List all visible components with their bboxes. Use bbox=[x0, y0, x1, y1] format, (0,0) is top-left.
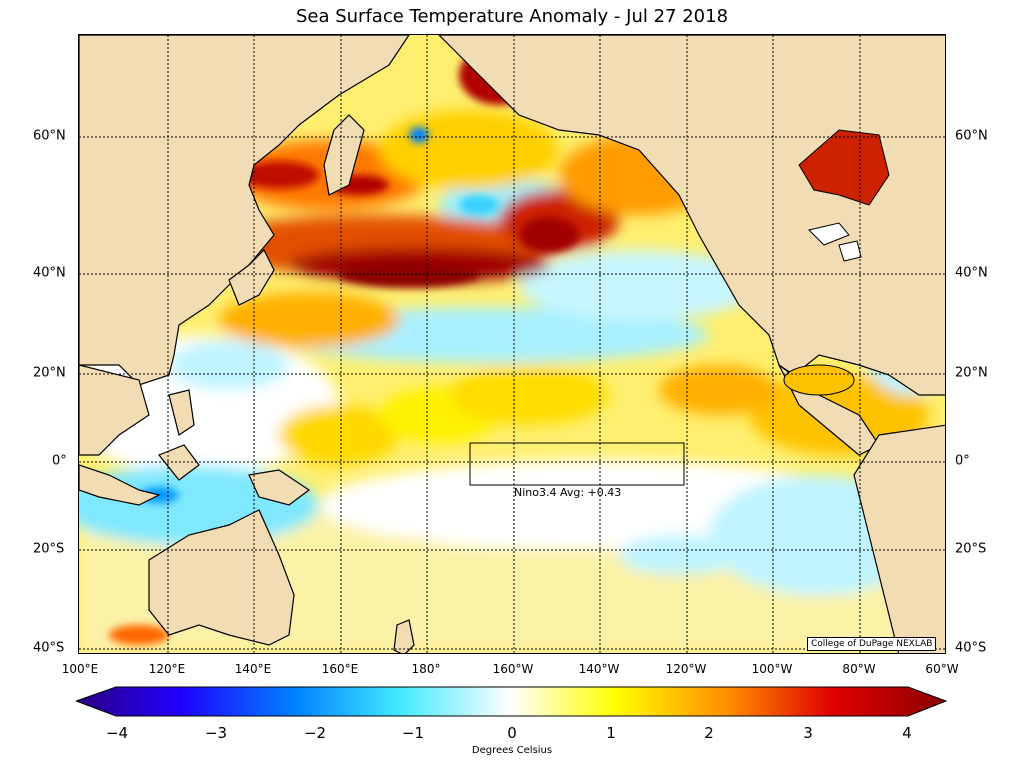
colorbar bbox=[76, 686, 948, 717]
landmass-australia bbox=[148, 509, 295, 646]
landmass-asia bbox=[79, 35, 410, 386]
lat-label-40s-left: 40°S bbox=[33, 640, 65, 656]
lon-label-100w: 100°W bbox=[751, 662, 793, 676]
lon-label-100e: 100°E bbox=[61, 662, 99, 676]
colorbar-tick: −3 bbox=[204, 724, 228, 742]
landmass-philippines bbox=[168, 389, 195, 436]
landmass-japan bbox=[228, 248, 275, 306]
lat-label-40n-right: 40°N bbox=[955, 265, 988, 281]
credit-label: College of DuPage NEXLAB bbox=[807, 637, 937, 651]
colorbar-tick: 0 bbox=[507, 724, 517, 742]
lon-label-120e: 120°E bbox=[148, 662, 186, 676]
colorbar-tick: 4 bbox=[902, 724, 912, 742]
lat-label-20s-right: 20°S bbox=[955, 541, 987, 557]
lat-label-40s-right: 40°S bbox=[955, 640, 987, 656]
lat-label-20s-left: 20°S bbox=[33, 541, 65, 557]
landmass-new-guinea bbox=[248, 469, 311, 506]
landmass-south-america bbox=[853, 424, 945, 653]
map-title: Sea Surface Temperature Anomaly - Jul 27… bbox=[295, 6, 729, 27]
lon-label-80w: 80°W bbox=[842, 662, 876, 676]
lon-label-160w: 160°W bbox=[492, 662, 534, 676]
landmass-indochina bbox=[79, 364, 150, 456]
lat-label-eq-right: 0° bbox=[955, 453, 970, 469]
hudson-bay bbox=[798, 129, 890, 206]
landmass-new-zealand bbox=[393, 619, 415, 653]
landmass-north-america bbox=[438, 35, 945, 396]
colorbar-tick: 3 bbox=[803, 724, 813, 742]
landmass-kamchatka bbox=[323, 114, 365, 196]
lon-label-60w: 60°W bbox=[925, 662, 959, 676]
lat-label-60n-left: 60°N bbox=[33, 128, 66, 144]
lat-label-40n-left: 40°N bbox=[33, 265, 66, 281]
colorbar-tick: −4 bbox=[105, 724, 129, 742]
great-lakes bbox=[808, 222, 862, 262]
landmass-indonesia bbox=[79, 464, 161, 506]
graticule bbox=[79, 35, 945, 653]
lon-label-140w: 140°W bbox=[578, 662, 620, 676]
lat-label-20n-left: 20°N bbox=[33, 365, 66, 381]
colorbar-tick: −2 bbox=[303, 724, 327, 742]
colorbar-tick: 2 bbox=[704, 724, 714, 742]
lon-label-120w: 120°W bbox=[665, 662, 707, 676]
colorbar-tick: −1 bbox=[401, 724, 425, 742]
lon-label-160e: 160°E bbox=[321, 662, 359, 676]
lat-label-eq-left: 0° bbox=[52, 453, 67, 469]
nino34-average-label: Nino3.4 Avg: +0.43 bbox=[514, 486, 622, 499]
lat-label-20n-right: 20°N bbox=[955, 365, 988, 381]
lat-label-60n-right: 60°N bbox=[955, 128, 988, 144]
colorbar-label: Degrees Celsius bbox=[471, 745, 553, 756]
nino34-box bbox=[469, 442, 685, 486]
lon-label-140e: 140°E bbox=[234, 662, 272, 676]
colorbar-scale bbox=[76, 686, 948, 717]
gulf-of-mexico bbox=[783, 364, 855, 396]
lon-label-180: 180° bbox=[411, 662, 441, 676]
colorbar-tick: 1 bbox=[606, 724, 616, 742]
map-canvas bbox=[79, 35, 945, 653]
sst-anomaly-map bbox=[78, 34, 946, 654]
